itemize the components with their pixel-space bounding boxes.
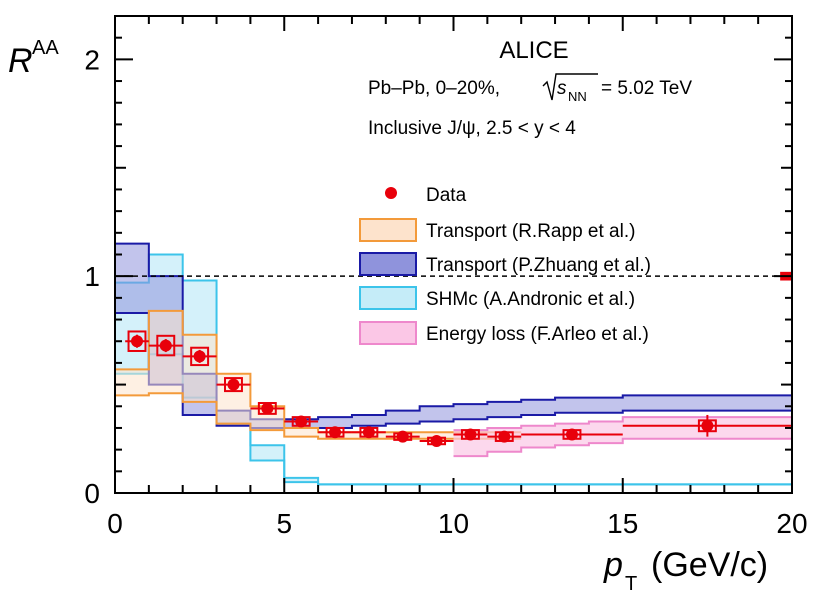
data-marker [362,426,375,439]
eloss-upper-edge [453,416,792,432]
data-marker [329,426,342,439]
energy-line: Pb–Pb, 0–20%, s NN = 5.02 TeV [368,73,692,104]
x-tick-label: 0 [107,508,123,539]
data-points [125,330,792,447]
selection-label: Inclusive J/ψ, 2.5 < y < 4 [368,118,576,139]
energy-sub: NN [568,89,587,104]
data-marker [261,402,274,415]
legend-entry-eloss: Energy loss (F.Arleo et al.) [359,321,649,345]
rapp-upper-edge [115,309,522,434]
rapp-lower-edge [115,392,522,440]
x-axis-title: p T (GeV/c) [603,546,768,595]
legend-label: SHMc (A.Andronic et al.) [426,289,635,310]
x-axis-title-unit: (GeV/c) [651,546,768,584]
x-tick-label: 10 [438,508,469,539]
legend-entry-data: Data [385,185,467,206]
data-marker [565,428,578,441]
data-point [385,430,420,443]
data-point [622,414,792,437]
data-marker [295,415,308,428]
data-point [419,434,454,447]
data-marker [396,430,409,443]
x-axis-title-sub: T [625,573,637,595]
y-axis-title: R AA [8,37,59,80]
axis-ticks: 0 5 10 15 20 0 1 2 [84,15,808,539]
data-point [148,334,183,357]
data-point [216,377,251,393]
legend-swatch-eloss [359,321,417,345]
data-marker [227,378,240,391]
legend: Data Transport (R.Rapp et al.) Transport (… [359,185,651,345]
x-tick-label: 5 [276,508,292,539]
legend-marker-data [385,187,397,199]
y-tick-label: 2 [84,44,100,75]
syst-error-box [127,330,147,352]
data-marker [159,339,172,352]
data-marker [131,335,144,348]
syst-error-box [224,377,243,393]
eloss-lower-edge [453,437,792,458]
syst-error-box [156,334,176,357]
y-axis-title-main: R [8,42,33,80]
data-marker [193,350,206,363]
rapp-band [115,309,522,440]
x-tick-label: 20 [776,508,807,539]
sqrt-sign [542,73,598,101]
y-axis-title-sub: AA [32,37,59,59]
data-point [521,428,623,441]
legend-entry-rapp: Transport (R.Rapp et al.) [359,218,635,242]
legend-label: Transport (P.Zhuang et al.) [426,255,651,276]
experiment-label: ALICE [499,37,568,64]
legend-label: Transport (R.Rapp et al.) [426,221,635,242]
data-point [487,430,522,443]
data-marker [498,430,511,443]
y-tick-label: 0 [84,478,100,509]
legend-swatch-zhuang [359,252,417,276]
data-point [453,428,488,441]
data-point [182,346,217,367]
data-point [351,426,386,439]
y-tick-label: 1 [84,261,100,292]
data-point [284,415,319,428]
model-bands [115,242,792,486]
data-point [250,402,285,415]
legend-label: Data [426,185,467,206]
data-point [318,426,352,439]
data-point [125,330,149,352]
x-tick-label: 15 [607,508,638,539]
x-axis-title-main: p [603,546,623,584]
syst-error-box [190,346,210,367]
legend-entry-zhuang: Transport (P.Zhuang et al.) [359,252,651,276]
data-marker [430,434,443,447]
legend-swatch-shmc [359,286,417,310]
data-marker [701,419,714,432]
energy-value: = 5.02 TeV [601,78,692,99]
data-marker [464,428,477,441]
zhuang-lower-edge [115,312,792,429]
legend-label: Energy loss (F.Arleo et al.) [426,324,649,345]
legend-entry-shmc: SHMc (A.Andronic et al.) [359,286,635,310]
energy-symbol: s [557,78,567,99]
system-label: Pb–Pb, 0–20%, [368,78,500,99]
legend-swatch-rapp [359,218,417,242]
